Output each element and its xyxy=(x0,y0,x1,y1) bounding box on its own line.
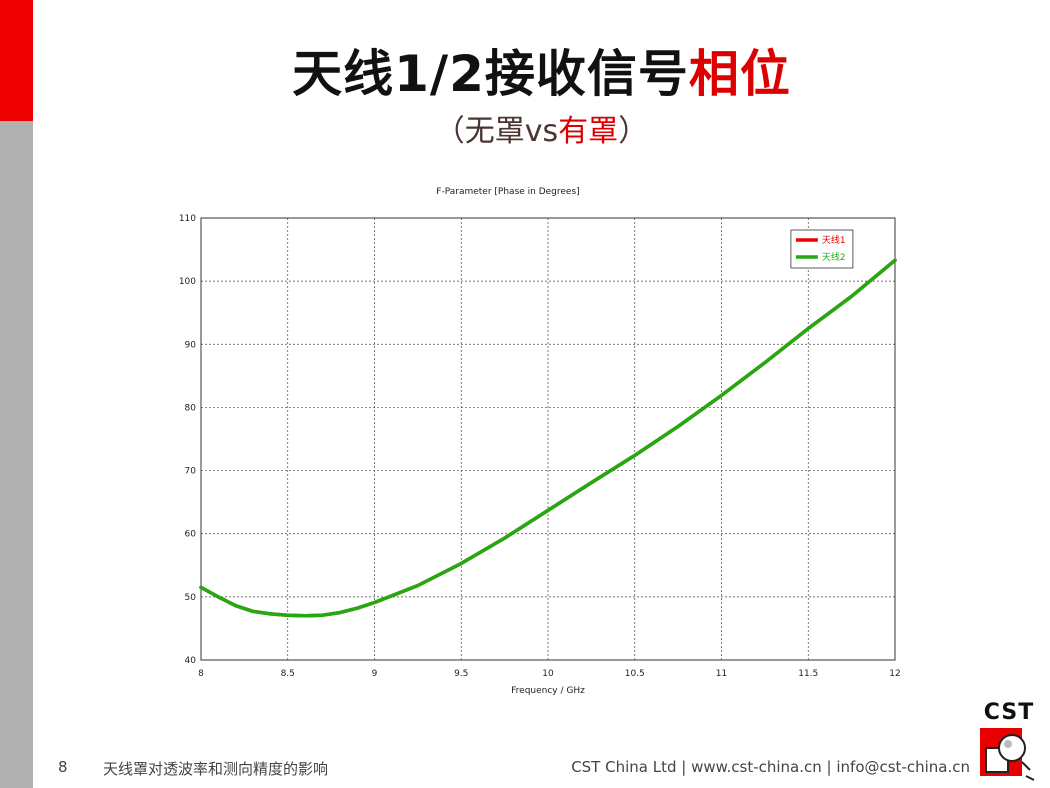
subtitle-accent: 有罩 xyxy=(558,114,619,149)
legend-label-2: 天线2 xyxy=(822,251,846,263)
y-tick-label: 100 xyxy=(179,277,196,287)
x-tick-label: 8 xyxy=(198,669,204,679)
x-tick-label: 12 xyxy=(889,669,900,679)
chart-title: F-Parameter [Phase in Degrees] xyxy=(436,187,579,197)
x-tick-label: 9 xyxy=(372,669,378,679)
sidebar-red-bar xyxy=(0,0,33,121)
subtitle-open: （无罩vs xyxy=(434,114,559,149)
y-tick-label: 90 xyxy=(185,340,197,350)
cst-logo: CST xyxy=(978,700,1040,784)
y-tick-label: 110 xyxy=(179,214,196,224)
x-tick-label: 8.5 xyxy=(281,669,295,679)
footer-contact: CST China Ltd | www.cst-china.cn | info@… xyxy=(571,758,970,776)
x-tick-label: 11.5 xyxy=(798,669,818,679)
slide-subtitle: （无罩vs有罩） xyxy=(33,106,1050,150)
x-tick-label: 10.5 xyxy=(625,669,645,679)
series-line-2 xyxy=(199,258,897,618)
x-tick-label: 9.5 xyxy=(454,669,468,679)
y-tick-label: 80 xyxy=(185,403,197,413)
page-number: 8 xyxy=(58,758,68,776)
slide-title-accent: 相位 xyxy=(688,45,791,103)
phase-chart: 8 8.5 9 9.5 10 10.5 11 11.5 12 40 50 60 70 80 90 100 110… xyxy=(179,187,901,696)
subtitle-close: ） xyxy=(618,114,649,149)
legend-box xyxy=(790,229,854,269)
legend-label-1: 天线1 xyxy=(822,234,846,246)
cst-logo-icon xyxy=(980,728,1035,781)
y-tick-label: 70 xyxy=(185,467,197,477)
y-tick-label: 60 xyxy=(185,530,197,540)
slide-title-main: 天线1/2接收信号 xyxy=(292,45,689,103)
x-tick-label: 10 xyxy=(542,669,554,679)
footer-topic: 天线罩对透波率和测向精度的影响 xyxy=(103,760,329,778)
sidebar-gray-bar xyxy=(0,121,33,788)
cst-logo-text: CST xyxy=(983,700,1035,725)
x-tick-label: 11 xyxy=(716,669,727,679)
slide-title: 天线1/2接收信号相位 xyxy=(33,34,1050,106)
x-axis-label: Frequency / GHz xyxy=(511,686,585,696)
y-tick-label: 50 xyxy=(185,593,197,603)
y-tick-label: 40 xyxy=(185,656,197,666)
